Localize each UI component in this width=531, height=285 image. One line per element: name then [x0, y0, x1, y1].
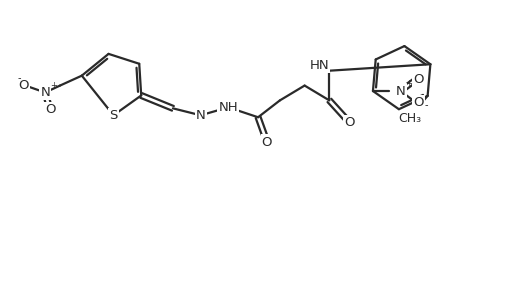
- Text: N: N: [396, 85, 406, 97]
- Text: CH₃: CH₃: [398, 112, 422, 125]
- Text: O: O: [18, 79, 29, 92]
- Text: HN: HN: [310, 59, 329, 72]
- Text: N: N: [196, 109, 205, 122]
- Text: +: +: [50, 81, 57, 89]
- Text: S: S: [109, 109, 118, 122]
- Text: O: O: [344, 116, 354, 129]
- Text: O: O: [413, 96, 424, 109]
- Text: O: O: [262, 135, 272, 148]
- Text: O: O: [413, 73, 424, 86]
- Text: -: -: [18, 73, 21, 83]
- Text: +: +: [406, 79, 413, 88]
- Text: O: O: [45, 103, 55, 116]
- Text: N: N: [40, 86, 50, 99]
- Text: -: -: [424, 100, 428, 110]
- Text: NH: NH: [219, 101, 238, 114]
